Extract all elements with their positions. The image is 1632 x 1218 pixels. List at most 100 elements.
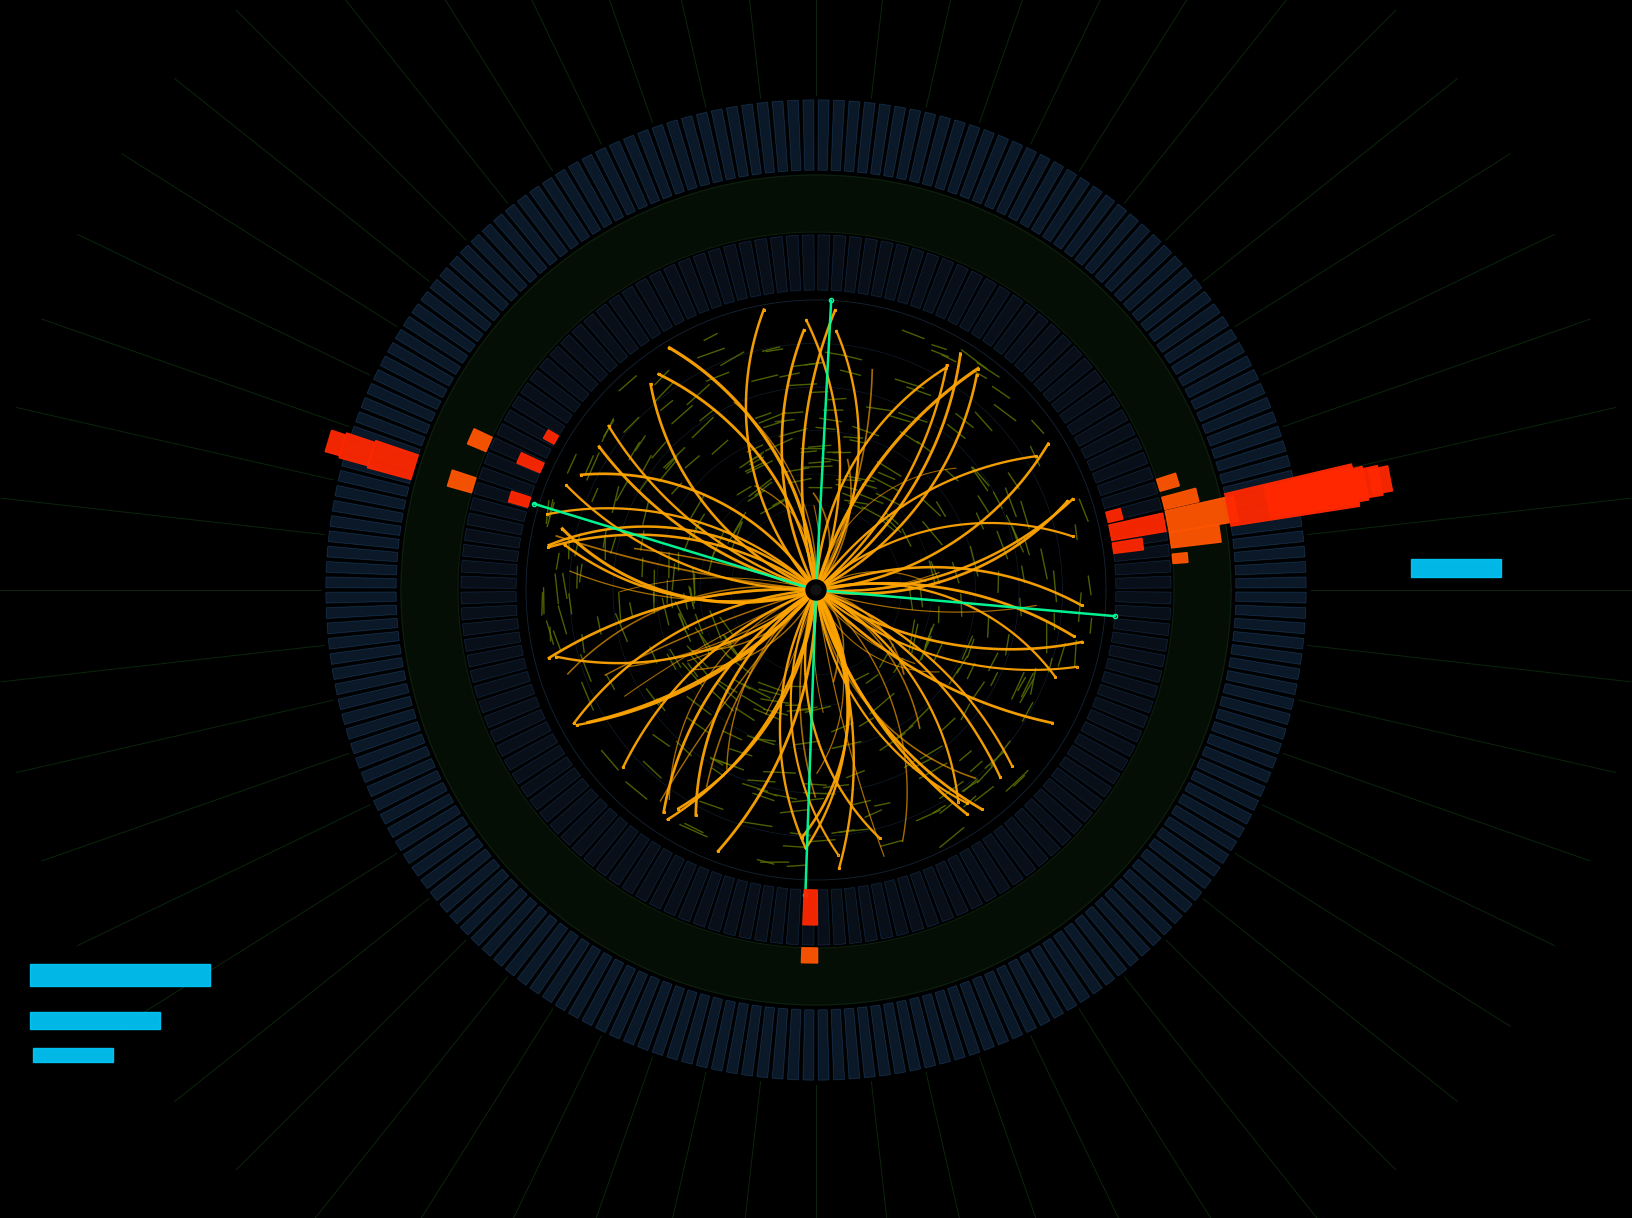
Polygon shape xyxy=(1368,465,1392,495)
Polygon shape xyxy=(801,948,818,963)
Polygon shape xyxy=(326,619,398,633)
Polygon shape xyxy=(1219,456,1289,484)
Polygon shape xyxy=(480,468,535,496)
Polygon shape xyxy=(584,817,628,866)
Polygon shape xyxy=(346,709,416,739)
Polygon shape xyxy=(1265,466,1359,518)
Polygon shape xyxy=(1105,888,1160,945)
Polygon shape xyxy=(1185,782,1252,823)
Polygon shape xyxy=(653,985,684,1055)
Polygon shape xyxy=(467,513,524,535)
Polygon shape xyxy=(475,671,530,698)
Polygon shape xyxy=(831,100,844,171)
Polygon shape xyxy=(739,883,761,939)
Polygon shape xyxy=(712,1000,736,1071)
Polygon shape xyxy=(465,632,521,652)
Polygon shape xyxy=(403,817,467,864)
Polygon shape xyxy=(1229,501,1299,523)
Polygon shape xyxy=(542,178,589,241)
Polygon shape xyxy=(506,205,557,266)
Polygon shape xyxy=(1075,915,1126,976)
Polygon shape xyxy=(818,890,829,945)
Polygon shape xyxy=(540,778,589,822)
Polygon shape xyxy=(638,982,672,1050)
Polygon shape xyxy=(1234,547,1306,561)
Polygon shape xyxy=(1229,658,1299,680)
Polygon shape xyxy=(1054,931,1102,994)
Polygon shape xyxy=(1133,268,1191,320)
Polygon shape xyxy=(726,1002,747,1073)
Circle shape xyxy=(811,585,821,596)
Polygon shape xyxy=(1149,291,1211,341)
Polygon shape xyxy=(1009,959,1049,1026)
Polygon shape xyxy=(803,890,818,924)
Polygon shape xyxy=(1235,561,1306,575)
Polygon shape xyxy=(818,235,829,290)
Bar xyxy=(33,1047,113,1062)
Polygon shape xyxy=(1165,317,1229,363)
Polygon shape xyxy=(1092,697,1147,727)
Polygon shape xyxy=(858,885,878,942)
Polygon shape xyxy=(1085,214,1138,274)
Polygon shape xyxy=(844,1009,860,1079)
Polygon shape xyxy=(335,671,406,694)
Polygon shape xyxy=(1092,452,1147,482)
Polygon shape xyxy=(1235,605,1306,619)
Polygon shape xyxy=(470,498,527,521)
Polygon shape xyxy=(844,101,860,172)
Polygon shape xyxy=(1035,346,1082,391)
Polygon shape xyxy=(462,619,519,636)
Polygon shape xyxy=(984,971,1022,1039)
Polygon shape xyxy=(498,424,552,458)
Polygon shape xyxy=(447,470,477,493)
Polygon shape xyxy=(596,826,638,876)
Polygon shape xyxy=(609,834,650,885)
Polygon shape xyxy=(550,346,597,391)
Polygon shape xyxy=(1043,358,1092,402)
Polygon shape xyxy=(573,324,617,371)
Bar xyxy=(1410,559,1500,576)
Polygon shape xyxy=(712,110,736,180)
Polygon shape xyxy=(858,239,878,295)
Polygon shape xyxy=(460,879,517,934)
Circle shape xyxy=(806,580,826,600)
Polygon shape xyxy=(694,872,721,927)
Polygon shape xyxy=(622,286,661,339)
Polygon shape xyxy=(460,245,517,301)
Polygon shape xyxy=(388,342,454,386)
Polygon shape xyxy=(682,994,710,1065)
Polygon shape xyxy=(1165,817,1229,864)
Polygon shape xyxy=(623,135,659,203)
Polygon shape xyxy=(1025,335,1071,381)
Polygon shape xyxy=(494,906,547,966)
Polygon shape xyxy=(326,547,398,561)
Polygon shape xyxy=(530,186,578,248)
Polygon shape xyxy=(1113,544,1170,561)
Polygon shape xyxy=(679,258,708,313)
Polygon shape xyxy=(1095,898,1149,956)
Polygon shape xyxy=(1191,771,1258,810)
Polygon shape xyxy=(517,923,568,985)
Polygon shape xyxy=(1304,466,1369,509)
Polygon shape xyxy=(1123,256,1182,311)
Polygon shape xyxy=(1059,384,1111,423)
Polygon shape xyxy=(450,870,509,923)
Polygon shape xyxy=(475,482,530,508)
Polygon shape xyxy=(550,789,597,834)
Polygon shape xyxy=(1203,397,1271,434)
Polygon shape xyxy=(610,141,648,209)
Polygon shape xyxy=(650,272,684,325)
Polygon shape xyxy=(924,866,953,922)
Polygon shape xyxy=(465,529,521,548)
Polygon shape xyxy=(1074,409,1128,446)
Polygon shape xyxy=(1105,235,1160,291)
Polygon shape xyxy=(596,304,638,354)
Polygon shape xyxy=(1224,470,1294,496)
Polygon shape xyxy=(1235,577,1306,588)
Polygon shape xyxy=(831,889,845,944)
Polygon shape xyxy=(483,224,537,283)
Polygon shape xyxy=(982,295,1023,346)
Polygon shape xyxy=(472,888,527,945)
Polygon shape xyxy=(896,110,920,180)
Polygon shape xyxy=(1213,722,1281,754)
